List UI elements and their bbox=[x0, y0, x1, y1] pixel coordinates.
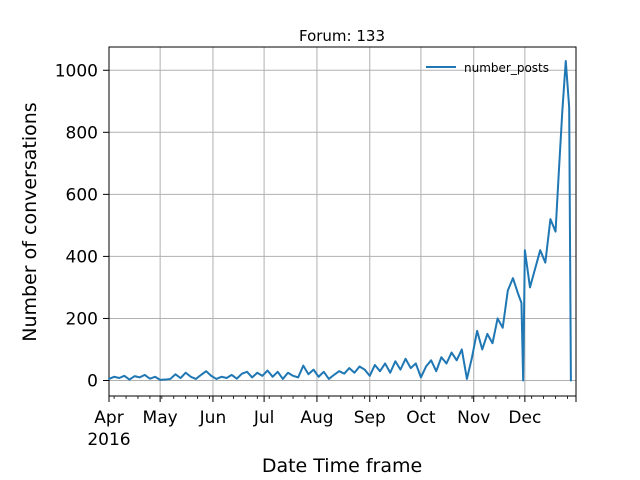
x-tick-label: Apr bbox=[94, 408, 123, 428]
y-tick-label: 0 bbox=[87, 371, 98, 391]
x-tick-label: 2016 bbox=[87, 430, 130, 450]
x-axis-label: Date Time frame bbox=[262, 455, 422, 477]
x-tick-label: Jun bbox=[199, 408, 227, 428]
series-line-number-posts bbox=[108, 59, 572, 382]
x-tick-label: Jul bbox=[253, 408, 275, 428]
chart-title: Forum: 133 bbox=[299, 27, 385, 45]
y-axis-label: Number of conversations bbox=[19, 102, 41, 341]
y-axis: 0 200 400 600 800 1000 bbox=[55, 61, 109, 391]
y-tick-label: 800 bbox=[66, 123, 98, 143]
y-tick-label: 600 bbox=[66, 185, 98, 205]
series-layer bbox=[108, 59, 572, 382]
legend-label-number-posts: number_posts bbox=[464, 61, 549, 75]
y-tick-label: 1000 bbox=[55, 61, 98, 81]
x-tick-label: Aug bbox=[300, 408, 333, 428]
legend: number_posts bbox=[426, 61, 549, 75]
y-tick-label: 400 bbox=[66, 247, 98, 267]
x-tick-label: Oct bbox=[406, 408, 436, 428]
plot-frame bbox=[108, 46, 577, 397]
x-tick-label: Nov bbox=[457, 408, 490, 428]
x-tick-label: Sep bbox=[354, 408, 386, 428]
y-tick-label: 200 bbox=[66, 309, 98, 329]
x-tick-label: May bbox=[143, 408, 178, 428]
x-tick-label: Dec bbox=[508, 408, 541, 428]
